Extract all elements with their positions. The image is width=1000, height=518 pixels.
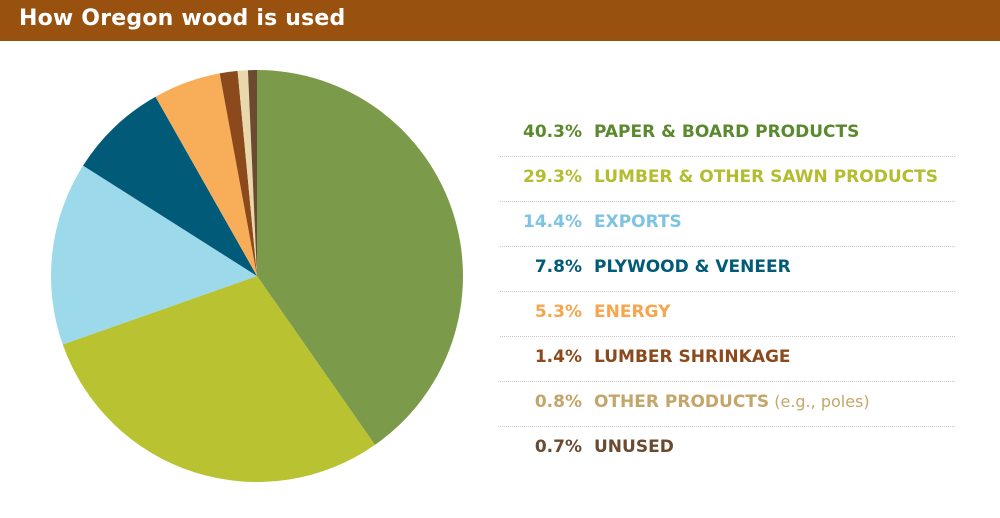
legend-row: 14.4% EXPORTS: [500, 202, 955, 247]
legend-label: LUMBER & OTHER SAWN PRODUCTS: [594, 167, 938, 187]
legend-percent: 1.4%: [534, 347, 582, 367]
pie-slice-7: [237, 70, 257, 276]
legend-label-text: LUMBER & OTHER SAWN PRODUCTS: [594, 167, 938, 187]
legend-row: 1.4% LUMBER SHRINKAGE: [500, 337, 955, 382]
legend-label-text: EXPORTS: [594, 212, 682, 232]
pie-slice-6: [219, 70, 257, 276]
legend-label-text: PLYWOOD & VENEER: [594, 257, 791, 277]
pie-slice-1: [257, 70, 463, 445]
legend-label: PAPER & BOARD PRODUCTS: [594, 122, 859, 142]
pie-chart: [50, 70, 463, 483]
legend-label-text: ENERGY: [594, 302, 671, 322]
legend-row: 40.3% PAPER & BOARD PRODUCTS: [500, 112, 955, 157]
legend-row: 5.3% ENERGY: [500, 292, 955, 337]
legend-label: ENERGY: [594, 302, 670, 322]
legend-label: OTHER PRODUCTS (e.g., poles): [594, 392, 870, 412]
legend-percent: 14.4%: [523, 212, 582, 232]
pie-slice-2: [62, 276, 375, 483]
pie-slice-3: [50, 165, 257, 345]
legend-percent: 29.3%: [523, 167, 582, 187]
legend-row: 7.8% PLYWOOD & VENEER: [500, 247, 955, 292]
legend: 40.3% PAPER & BOARD PRODUCTS 29.3% LUMBER &…: [500, 112, 955, 471]
legend-label-note: (e.g., poles): [769, 392, 870, 411]
legend-row: 0.8% OTHER PRODUCTS (e.g., poles): [500, 382, 955, 427]
title-bar: How Oregon wood is used: [0, 0, 1000, 41]
legend-label-text: PAPER & BOARD PRODUCTS: [594, 122, 860, 142]
pie-slice-5: [155, 73, 257, 276]
legend-label: UNUSED: [594, 437, 674, 457]
legend-label: LUMBER SHRINKAGE: [594, 347, 791, 367]
legend-label-text: LUMBER SHRINKAGE: [594, 347, 791, 367]
legend-label-text: OTHER PRODUCTS: [594, 392, 770, 412]
legend-percent: 0.7%: [534, 437, 582, 457]
legend-row: 29.3% LUMBER & OTHER SAWN PRODUCTS: [500, 157, 955, 202]
legend-label: PLYWOOD & VENEER: [594, 257, 791, 277]
legend-row: 0.7% UNUSED: [500, 427, 955, 471]
pie-slice-8: [247, 70, 257, 276]
pie-slice-4: [83, 96, 257, 277]
chart-title: How Oregon wood is used: [19, 6, 346, 31]
legend-percent: 40.3%: [523, 122, 582, 142]
legend-percent: 7.8%: [534, 257, 582, 277]
legend-label: EXPORTS: [594, 212, 682, 232]
legend-percent: 0.8%: [534, 392, 582, 412]
legend-percent: 5.3%: [534, 302, 582, 322]
legend-label-text: UNUSED: [594, 437, 674, 457]
